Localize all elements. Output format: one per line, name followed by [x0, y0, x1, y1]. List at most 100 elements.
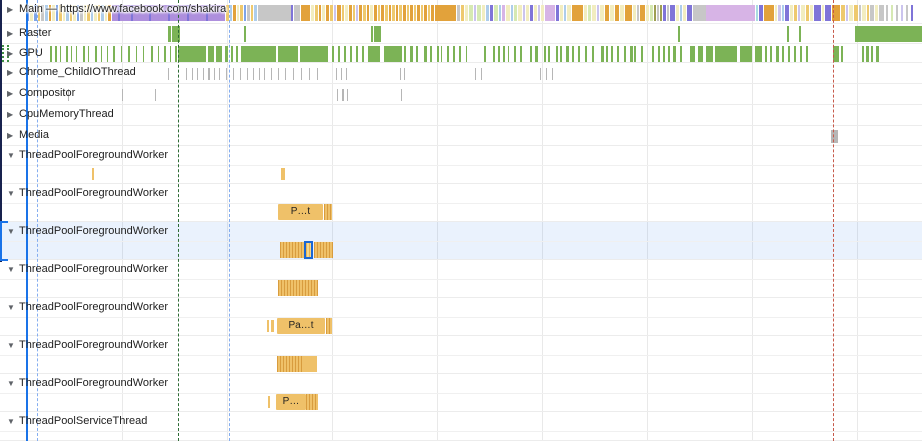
track-label: ThreadPoolForegroundWorker [19, 377, 168, 389]
activity-segment [560, 5, 563, 21]
track-worker6[interactable]: ▼ ThreadPoolForegroundWorker [0, 336, 922, 374]
activity-segment [414, 5, 416, 21]
activity-segment [403, 5, 406, 21]
activity-bar [560, 46, 562, 62]
collapse-triangle-icon[interactable]: ▼ [7, 341, 15, 350]
track-chrome-childio[interactable]: ▶ Chrome_ChildIOThread [0, 63, 922, 84]
track-header-worker5[interactable]: ▼ ThreadPoolForegroundWorker [0, 298, 168, 317]
track-header-raster[interactable]: ▶ Raster [0, 24, 51, 43]
activity-bar [107, 46, 108, 62]
activity-bar [136, 46, 137, 62]
activity-segment [640, 5, 645, 21]
activity-segment [822, 5, 824, 21]
activity-bar [88, 46, 89, 62]
track-raster[interactable]: ▶ Raster [0, 24, 922, 44]
track-worker4[interactable]: ▼ ThreadPoolForegroundWorker [0, 260, 922, 298]
activity-segment [457, 5, 460, 21]
activity-segment [502, 5, 505, 21]
activity-bar [514, 46, 516, 62]
activity-bar [806, 46, 808, 62]
activity-segment [706, 5, 755, 21]
collapse-triangle-icon[interactable]: ▼ [7, 189, 15, 198]
activity-bar [301, 68, 302, 80]
activity-bar [76, 46, 77, 62]
activity-bar [800, 46, 802, 62]
track-header-cpumemory[interactable]: ▶ CpuMemoryThread [0, 105, 114, 124]
track-header-worker2[interactable]: ▼ ThreadPoolForegroundWorker [0, 184, 168, 203]
track-compositor[interactable]: ▶ Compositor [0, 84, 922, 105]
activity-segment [832, 5, 840, 21]
track-gpu[interactable]: ▶ GPU [0, 44, 922, 63]
activity-segment [206, 5, 208, 21]
activity-bar [338, 46, 340, 62]
activity-bar [680, 46, 682, 62]
track-header-chrome-childio[interactable]: ▶ Chrome_ChildIOThread [0, 63, 136, 82]
track-worker3[interactable]: ▼ ThreadPoolForegroundWorker [0, 222, 922, 260]
track-header-main[interactable]: ▶ Main — https://www.facebook.com/shakira [0, 0, 226, 19]
track-header-worker3[interactable]: ▼ ThreadPoolForegroundWorker [0, 222, 168, 241]
track-worker2[interactable]: P…t ▼ ThreadPoolForegroundWorker [0, 184, 922, 222]
track-header-gpu[interactable]: ▶ GPU [0, 44, 43, 63]
activity-segment [680, 5, 682, 21]
activity-segment [778, 5, 781, 21]
track-cpumemory[interactable]: ▶ CpuMemoryThread [0, 105, 922, 126]
expand-triangle-icon[interactable]: ▶ [7, 131, 14, 140]
activity-bar [225, 46, 228, 62]
activity-bar [503, 46, 505, 62]
activity-segment [667, 5, 669, 21]
expand-triangle-icon[interactable]: ▶ [7, 5, 14, 14]
track-header-media[interactable]: ▶ Media [0, 126, 49, 145]
track-worker1[interactable]: ▼ ThreadPoolForegroundWorker [0, 146, 922, 184]
expand-triangle-icon[interactable]: ▶ [7, 110, 14, 119]
collapse-triangle-icon[interactable]: ▼ [7, 379, 15, 388]
track-header-service[interactable]: ▼ ThreadPoolServiceThread [0, 412, 147, 431]
expand-triangle-icon[interactable]: ▶ [7, 49, 14, 58]
activity-segment [230, 5, 232, 21]
activity-bar [168, 68, 169, 80]
track-header-worker6[interactable]: ▼ ThreadPoolForegroundWorker [0, 336, 168, 355]
activity-bar [578, 46, 580, 62]
event-bar[interactable]: P…t [278, 204, 323, 220]
event-bar[interactable]: P… [276, 394, 306, 410]
track-main[interactable]: ▶ Main — https://www.facebook.com/shakira [0, 0, 922, 24]
track-media[interactable]: ▶ Media [0, 126, 922, 146]
expand-triangle-icon[interactable]: ▶ [7, 68, 14, 77]
collapse-triangle-icon[interactable]: ▼ [7, 227, 15, 236]
activity-bar [520, 46, 522, 62]
track-worker5[interactable]: Pa…t ▼ ThreadPoolForegroundWorker [0, 298, 922, 336]
collapse-triangle-icon[interactable]: ▼ [7, 265, 15, 274]
expand-triangle-icon[interactable]: ▶ [7, 29, 14, 38]
activity-bar [740, 46, 752, 62]
track-header-worker1[interactable]: ▼ ThreadPoolForegroundWorker [0, 146, 168, 165]
activity-segment [592, 5, 596, 21]
collapse-triangle-icon[interactable]: ▼ [7, 151, 15, 160]
activity-segment [901, 5, 903, 21]
activity-bar [617, 46, 619, 62]
activity-bar [459, 46, 461, 62]
track-worker7[interactable]: P… ▼ ThreadPoolForegroundWorker [0, 374, 922, 412]
collapse-triangle-icon[interactable]: ▼ [7, 303, 15, 312]
activity-bar [690, 46, 695, 62]
track-header-worker7[interactable]: ▼ ThreadPoolForegroundWorker [0, 374, 168, 393]
track-label: Compositor [19, 87, 76, 99]
activity-segment [584, 5, 587, 21]
track-service[interactable]: ▼ ThreadPoolServiceThread [0, 412, 922, 441]
activity-bar [556, 46, 558, 62]
activity-bar [715, 46, 737, 62]
selected-event[interactable] [304, 241, 313, 259]
activity-segment [240, 5, 243, 21]
event-bar[interactable]: Pa…t [277, 318, 325, 334]
track-header-worker4[interactable]: ▼ ThreadPoolForegroundWorker [0, 260, 168, 279]
activity-bar [498, 46, 500, 62]
activity-bar [585, 46, 587, 62]
track-header-compositor[interactable]: ▶ Compositor [0, 84, 75, 103]
collapse-triangle-icon[interactable]: ▼ [7, 417, 15, 426]
expand-triangle-icon[interactable]: ▶ [7, 89, 14, 98]
track-label: Chrome_ChildIOThread [19, 66, 136, 78]
activity-segment [814, 5, 821, 21]
activity-segment [841, 5, 845, 21]
activity-segment [896, 5, 898, 21]
activity-bar [601, 46, 604, 62]
activity-segment [879, 5, 884, 21]
activity-bar [641, 46, 643, 62]
